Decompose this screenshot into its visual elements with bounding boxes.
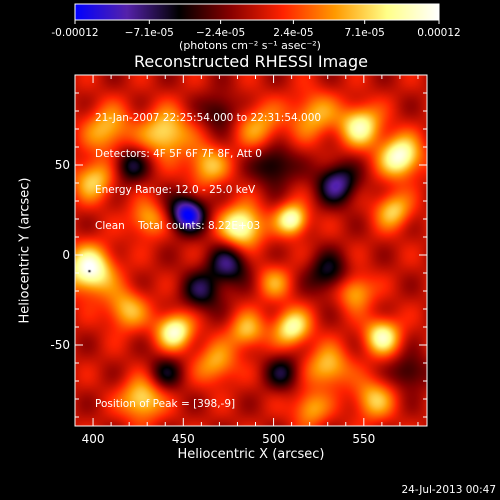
x-tick-label: 550: [352, 432, 375, 446]
peak-position-label: Position of Peak = [398,-9]: [95, 398, 236, 410]
annotation-time-range: 21-Jan-2007 22:25:54.000 to 22:31:54.000: [95, 112, 322, 124]
y-tick-label: 0: [62, 248, 70, 262]
colorbar-tick-label: -0.00012: [51, 27, 98, 39]
colorbar-tick-label: 7.1e-05: [345, 27, 385, 39]
y-tick-label: 50: [55, 158, 70, 172]
colorbar-unit-label: (photons cm⁻² s⁻¹ asec⁻²): [179, 39, 321, 52]
colorbar-tick-label: −7.1e-05: [125, 27, 174, 39]
annotation-block: 21-Jan-2007 22:25:54.000 to 22:31:54.000…: [95, 88, 321, 244]
chart-title: Reconstructed RHESSI Image: [134, 52, 368, 71]
x-tick-label: 500: [262, 432, 285, 446]
y-axis-label: Heliocentric Y (arcsec): [17, 177, 33, 324]
colorbar-gradient: [74, 3, 440, 21]
x-tick-label: 400: [82, 432, 105, 446]
x-tick-label: 450: [172, 432, 195, 446]
colorbar-tick-label: −2.4e-05: [196, 27, 245, 39]
colorbar-svg: -0.00012 −7.1e-05 −2.4e-05 2.4e-05 7.1e-05 0.…: [51, 3, 461, 39]
colorbar: -0.00012 −7.1e-05 −2.4e-05 2.4e-05 7.1e-05 0.…: [0, 0, 500, 60]
x-axis-label: Heliocentric X (arcsec): [177, 447, 325, 462]
annotation-total-counts: Clean Total counts: 8.22E+03: [95, 220, 261, 232]
colorbar-tick-label: 0.00012: [417, 27, 460, 39]
annotation-energy-range: Energy Range: 12.0 - 25.0 keV: [95, 184, 256, 196]
colorbar-tick-label: 2.4e-05: [273, 27, 313, 39]
annotation-detectors: Detectors: 4F 5F 6F 7F 8F, Att 0: [95, 148, 262, 160]
y-tick-label: -50: [50, 338, 70, 352]
footer-timestamp: 24-Jul-2013 00:47: [401, 484, 496, 496]
